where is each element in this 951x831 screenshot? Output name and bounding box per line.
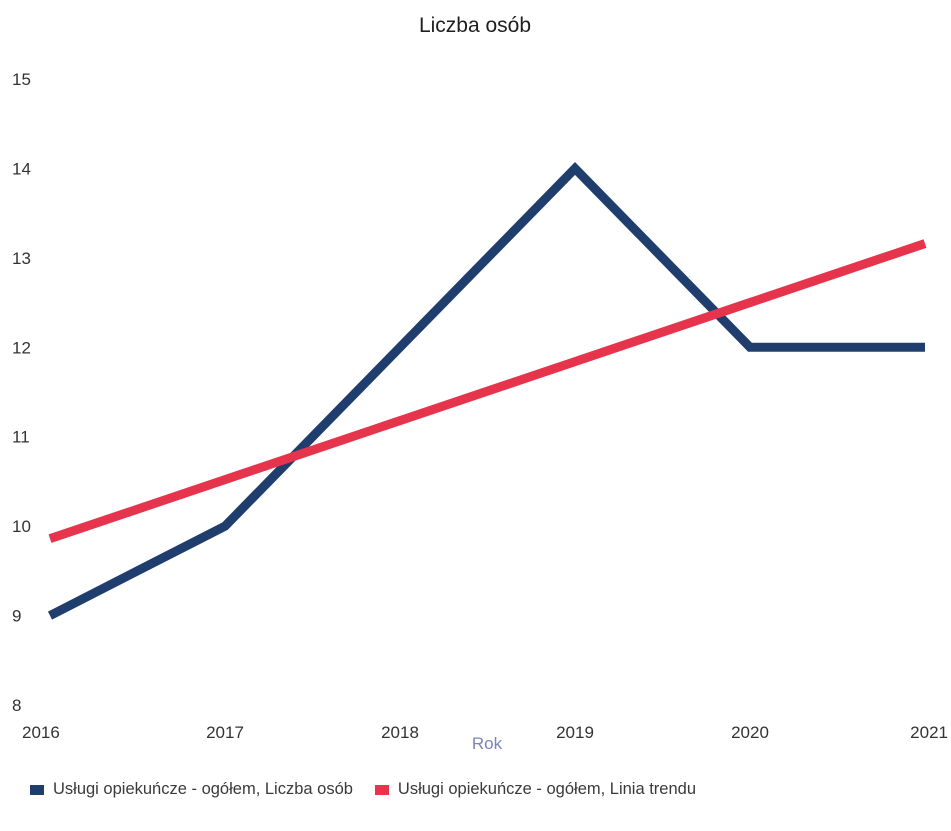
legend: Usługi opiekuńcze - ogółem, Liczba osób … [30, 780, 696, 799]
legend-label-series-1: Usługi opiekuńcze - ogółem, Liczba osób [53, 780, 353, 798]
legend-swatch-series-1 [30, 784, 44, 795]
y-tick-label: 14 [12, 159, 31, 178]
y-tick-label: 13 [12, 249, 31, 268]
y-tick-label: 9 [12, 607, 21, 626]
y-tick-label: 11 [12, 428, 30, 447]
x-axis-label: Rok [472, 734, 503, 753]
y-tick-label: 10 [12, 517, 31, 536]
y-tick-label: 15 [12, 70, 31, 89]
x-tick-label: 2018 [381, 723, 419, 742]
legend-swatch-series-2 [374, 784, 389, 795]
x-axis-ticks: 2016 2017 2018 2019 2020 2021 [22, 723, 948, 742]
legend-label-series-2: Usługi opiekuńcze - ogółem, Linia trendu [397, 780, 697, 798]
series-line-1 [47, 161, 925, 620]
y-tick-label: 8 [12, 696, 21, 715]
series-lines [47, 161, 927, 620]
x-tick-label: 2020 [731, 723, 769, 742]
x-tick-label: 2017 [206, 723, 244, 742]
chart-title: Liczba osób [419, 14, 531, 37]
y-tick-label: 12 [12, 338, 31, 357]
x-tick-label: 2019 [556, 723, 594, 742]
series-line-2 [48, 239, 927, 543]
y-axis-ticks: 8 9 10 11 12 13 14 15 [12, 70, 31, 715]
x-tick-label: 2016 [22, 723, 60, 742]
legend-item-series-1: Usługi opiekuńcze - ogółem, Liczba osób [30, 780, 353, 799]
legend-item-series-2: Usługi opiekuńcze - ogółem, Linia trendu [374, 780, 697, 799]
x-tick-label: 2021 [910, 723, 948, 742]
